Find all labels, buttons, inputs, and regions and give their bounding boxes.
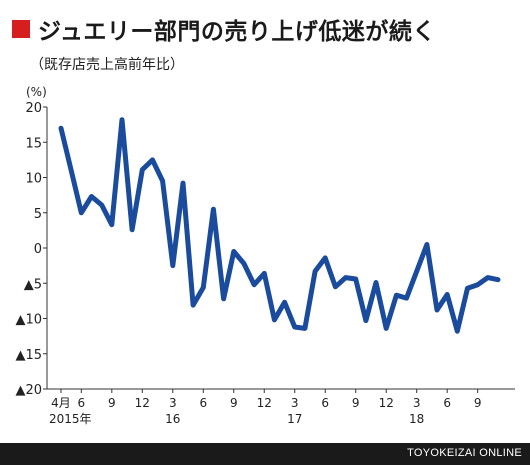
footer-bar: TOYOKEIZAI ONLINE xyxy=(0,443,530,465)
data-point xyxy=(487,277,489,279)
data-point xyxy=(314,270,316,272)
x-year-label: 2015年 xyxy=(49,412,92,426)
data-point xyxy=(263,272,265,274)
x-year-label: 17 xyxy=(287,412,302,426)
data-point xyxy=(375,282,377,283)
data-point xyxy=(456,330,458,332)
x-tick-label: 12 xyxy=(135,396,150,410)
x-tick-label: 9 xyxy=(474,396,482,410)
data-point xyxy=(223,298,225,300)
x-tick-label: 9 xyxy=(230,396,238,410)
data-point xyxy=(284,301,286,303)
data-point xyxy=(294,326,296,328)
data-point xyxy=(141,169,143,171)
data-point xyxy=(101,204,103,206)
data-point xyxy=(202,287,204,288)
data-point xyxy=(273,319,275,321)
chart-subtitle: （既存店売上高前年比） xyxy=(30,57,184,73)
data-point xyxy=(131,229,133,231)
chart-title: ジュエリー部門の売り上げ低迷が続く xyxy=(38,19,436,45)
data-point xyxy=(345,277,347,279)
y-tick-label: 20 xyxy=(25,101,42,116)
x-axis: 4月 6 9 12 3 6 9 12 3 6 9 12 3 6 9 2015年 16 17 18 xyxy=(47,388,515,426)
data-point xyxy=(60,127,62,129)
y-tick-label: 0 xyxy=(34,242,42,257)
data-point xyxy=(253,284,255,286)
y-tick-label: ▲20 xyxy=(15,383,42,398)
data-point xyxy=(182,182,184,184)
data-point xyxy=(467,287,468,289)
footer-brand: TOYOKEIZAI ONLINE xyxy=(407,447,522,459)
y-axis: (%) 20 15 10 5 0 ▲5 ▲10 ▲15 ▲20 xyxy=(15,85,48,398)
data-point xyxy=(365,320,367,322)
data-point xyxy=(426,244,428,245)
data-point xyxy=(243,263,245,264)
x-tick-label: 12 xyxy=(379,396,394,410)
x-tick-label: 6 xyxy=(443,396,451,410)
x-tick-label: 6 xyxy=(78,396,86,410)
data-point xyxy=(91,196,92,197)
x-year-label: 16 xyxy=(165,412,180,426)
x-tick-label: 3 xyxy=(291,396,299,410)
x-tick-label: 12 xyxy=(257,396,272,410)
series-line-0 xyxy=(58,117,501,334)
x-tick-label: 3 xyxy=(169,396,177,410)
data-point xyxy=(497,279,499,281)
data-point xyxy=(446,294,448,295)
x-tick-label: 4月 xyxy=(51,396,71,410)
data-point xyxy=(212,208,214,210)
data-point xyxy=(152,159,153,161)
data-point xyxy=(121,119,123,121)
x-tick-label: 9 xyxy=(108,396,116,410)
line-chart: (%) 20 15 10 5 0 ▲5 ▲10 ▲15 ▲20 4月 6 9 12 3 6 9 12 3 6 9 12 3… xyxy=(15,85,515,426)
y-tick-label: ▲15 xyxy=(15,348,42,363)
y-tick-label: 5 xyxy=(34,207,42,222)
data-point xyxy=(436,309,438,311)
x-tick-label: 3 xyxy=(413,396,421,410)
data-point xyxy=(111,224,113,226)
data-point xyxy=(416,270,418,272)
data-point xyxy=(477,284,479,286)
data-point xyxy=(324,257,326,259)
x-tick-label: 6 xyxy=(199,396,207,410)
y-axis-unit-label: (%) xyxy=(26,85,47,99)
y-tick-label: ▲5 xyxy=(24,277,42,292)
data-point xyxy=(406,297,407,299)
data-point xyxy=(70,169,72,171)
data-point xyxy=(304,327,306,329)
data-point xyxy=(385,327,387,329)
data-point xyxy=(162,180,164,182)
data-point xyxy=(80,212,82,214)
x-tick-label: 9 xyxy=(352,396,360,410)
data-point xyxy=(192,304,194,306)
x-tick-label: 6 xyxy=(321,396,329,410)
data-point xyxy=(355,278,357,280)
data-point xyxy=(334,286,336,288)
series-layer xyxy=(58,117,501,334)
y-tick-label: 10 xyxy=(25,172,42,187)
data-point xyxy=(395,294,397,296)
x-year-label: 18 xyxy=(409,412,424,426)
data-point xyxy=(233,251,235,252)
title-marker-square xyxy=(12,20,30,38)
y-tick-label: 15 xyxy=(25,136,42,151)
title-area: ジュエリー部門の売り上げ低迷が続く xyxy=(12,12,436,46)
data-point xyxy=(172,265,174,267)
y-tick-label: ▲10 xyxy=(15,313,42,328)
